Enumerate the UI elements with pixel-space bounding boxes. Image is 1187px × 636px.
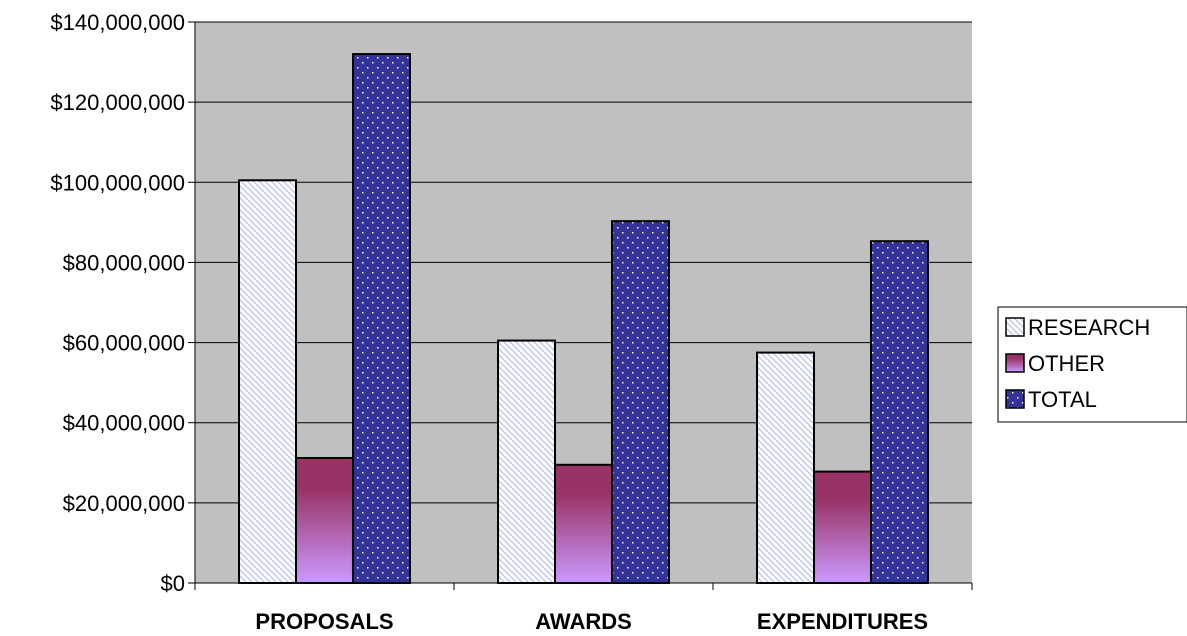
x-category-label: EXPENDITURES — [757, 609, 928, 634]
y-tick-label: $140,000,000 — [50, 10, 185, 35]
bar-other-awards — [554, 463, 613, 584]
legend: RESEARCH OTHER TOTAL — [997, 306, 1187, 423]
y-tick-label: $60,000,000 — [63, 331, 185, 356]
bar-research-awards — [497, 339, 557, 585]
bars — [238, 53, 929, 585]
y-tick-label: $100,000,000 — [50, 170, 185, 195]
bar-research-proposals — [238, 179, 298, 585]
bar-total-proposals — [351, 53, 411, 585]
y-tick-label: $80,000,000 — [63, 250, 185, 275]
y-tick-label: $20,000,000 — [63, 491, 185, 516]
bar-total-expenditures — [869, 240, 929, 585]
y-axis: $0 $20,000,000 $40,000,000 $60,000,000 $80,0… — [50, 10, 196, 596]
bar-other-proposals — [295, 456, 354, 584]
y-tick-label: $120,000,000 — [50, 90, 185, 115]
bar-research-expenditures — [756, 351, 816, 585]
legend-label-total: TOTAL — [1028, 387, 1097, 412]
bar-total-awards — [610, 220, 670, 584]
legend-swatch-other — [1005, 353, 1025, 373]
legend-swatch-research — [1005, 317, 1025, 337]
y-tick-label: $40,000,000 — [63, 411, 185, 436]
y-tick-label: $0 — [161, 571, 185, 596]
x-axis: PROPOSALS AWARDS EXPENDITURES — [194, 582, 973, 634]
x-category-label: PROPOSALS — [255, 609, 393, 634]
x-category-label: AWARDS — [535, 609, 632, 634]
legend-swatch-total — [1005, 389, 1025, 409]
legend-label-research: RESEARCH — [1028, 315, 1150, 340]
legend-box — [997, 306, 1187, 423]
legend-label-other: OTHER — [1028, 351, 1105, 376]
bar-other-expenditures — [813, 470, 872, 585]
